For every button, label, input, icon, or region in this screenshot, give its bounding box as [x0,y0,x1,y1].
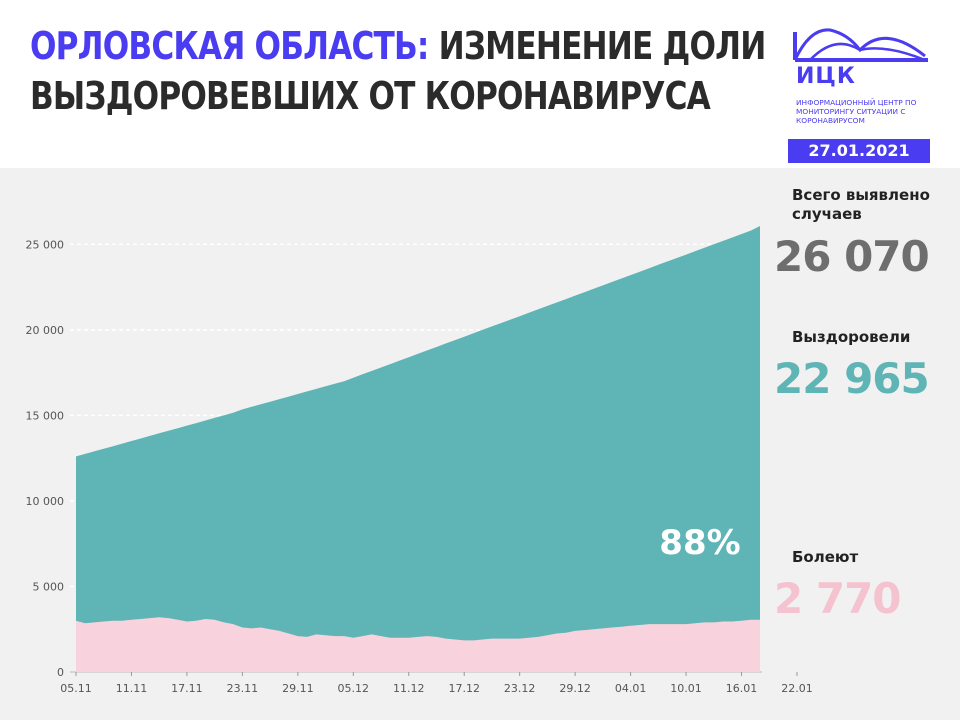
x-tick-label: 29.12 [559,682,591,695]
y-tick-label: 5 000 [33,580,65,593]
percent-annotation: 88% [659,523,740,563]
x-tick-label: 17.11 [171,682,203,695]
total-cases-value: 26 070 [774,232,930,281]
logo-abbreviation: ИЦК [796,64,856,89]
x-tick-label: 17.12 [448,682,480,695]
y-tick-label: 0 [57,666,64,679]
x-tick-label: 23.11 [227,682,259,695]
chart-panel: 0 5 000 10 000 15 000 20 000 25 000 05.11 11.1… [0,168,960,720]
recovered-value: 22 965 [774,354,930,403]
y-tick-label: 25 000 [26,238,65,251]
logo: ИЦК Информационный центр по мониторингу … [790,20,935,125]
title-text: ИЗМЕНЕНИЕ ДОЛИ [438,24,767,68]
logo-subtitle: Информационный центр по мониторингу ситу… [796,98,917,125]
x-tick-label: 23.12 [504,682,536,695]
area-recovered [76,226,760,672]
area-chart: 0 5 000 10 000 15 000 20 000 25 000 05.11 11.1… [26,226,813,695]
x-tick-label: 11.11 [116,682,148,695]
area-sick [76,617,760,672]
page-title: ОРЛОВСКАЯ ОБЛАСТЬ: ИЗМЕНЕНИЕ ДОЛИ [30,24,767,68]
x-tick-label: 29.11 [282,682,314,695]
x-tick-label: 22.01 [781,682,813,695]
x-tick-label: 04.01 [615,682,647,695]
x-axis: 05.11 11.11 17.11 23.11 29.11 05.12 11.12 17.12… [60,672,813,695]
sick-label: Болеют [792,548,859,566]
x-tick-label: 05.11 [60,682,92,695]
title-region: ОРЛОВСКАЯ ОБЛАСТЬ: [30,24,429,68]
y-tick-label: 20 000 [26,324,65,337]
sick-value: 2 770 [774,574,902,623]
x-tick-label: 11.12 [393,682,425,695]
total-cases-label: Всего выявлено случаев [792,186,930,223]
x-tick-label: 05.12 [338,682,370,695]
logo-waves-icon [793,28,928,62]
y-axis: 0 5 000 10 000 15 000 20 000 25 000 [26,238,65,679]
date-badge: 27.01.2021 [788,139,930,163]
header: ОРЛОВСКАЯ ОБЛАСТЬ: ИЗМЕНЕНИЕ ДОЛИ ВЫЗДОР… [0,0,960,168]
recovered-label: Выздоровели [792,328,911,346]
x-tick-label: 10.01 [670,682,702,695]
page-title-line2: ВЫЗДОРОВЕВШИХ ОТ КОРОНАВИРУСА [30,74,711,118]
x-tick-label: 16.01 [726,682,758,695]
y-tick-label: 10 000 [26,495,65,508]
y-tick-label: 15 000 [26,409,65,422]
